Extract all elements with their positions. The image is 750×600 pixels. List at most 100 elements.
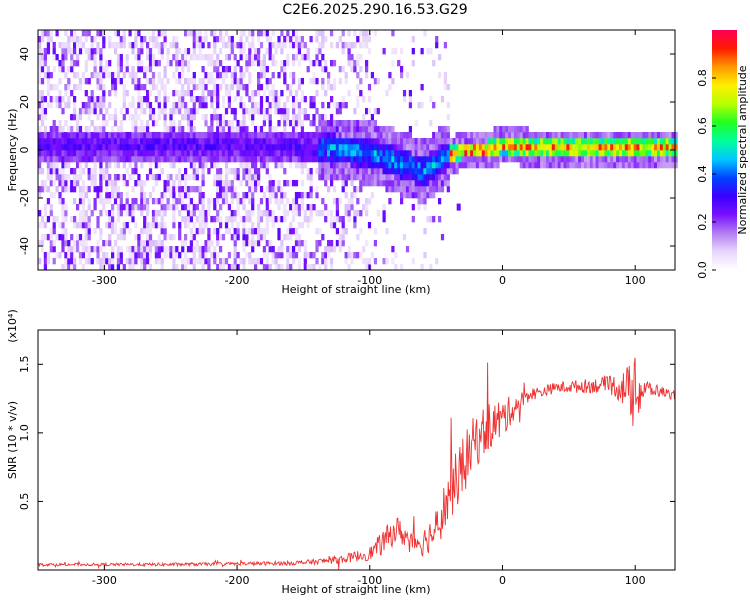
spectrogram-cell xyxy=(402,90,407,97)
spectrogram-cell xyxy=(300,120,305,127)
spectrogram-cell xyxy=(365,168,369,175)
spectrogram-cell xyxy=(169,252,173,259)
spectrogram-cell xyxy=(78,174,83,181)
spectrogram-cell xyxy=(300,54,305,61)
spectrogram-cell xyxy=(81,204,86,211)
spectrogram-cell xyxy=(598,162,602,169)
spectrogram-cell xyxy=(96,216,100,223)
spectrogram-cell xyxy=(315,150,319,157)
spectrogram-cell xyxy=(172,90,176,97)
spectrogram-cell xyxy=(341,228,345,235)
spectrogram-cell xyxy=(242,264,246,271)
spectrogram-cell xyxy=(417,186,421,193)
spectrogram-cell xyxy=(169,60,173,67)
spectrogram-cell xyxy=(429,156,433,163)
spectrogram-cell xyxy=(76,204,80,211)
spectrogram-cell xyxy=(137,84,141,91)
spectrogram-cell xyxy=(116,30,121,37)
spectrogram-cell xyxy=(257,132,261,139)
spectrogram-cell xyxy=(259,150,264,157)
spectrogram-cell xyxy=(286,138,290,145)
spectrogram-cell xyxy=(315,156,319,163)
spectrogram-cell xyxy=(324,150,328,157)
spectrogram-cell xyxy=(128,258,132,265)
spectrogram-cell xyxy=(359,144,363,151)
spectrogram-cell xyxy=(105,240,109,247)
spectrogram-cell xyxy=(534,162,538,169)
spectrogram-cell xyxy=(391,138,395,145)
spectrogram-cell xyxy=(257,234,261,241)
spectrogram-cell xyxy=(73,198,77,205)
spectrogram-cell xyxy=(294,54,299,61)
spectrogram-cell xyxy=(362,30,366,37)
spectrogram-cell xyxy=(96,84,100,91)
spectrogram-cell xyxy=(254,228,258,235)
spectrogram-cell xyxy=(219,168,223,175)
spectrogram-cell xyxy=(589,138,594,145)
spectrogram-cell xyxy=(137,30,141,37)
spectrogram-cell xyxy=(324,252,328,259)
spectrogram-cell xyxy=(402,156,407,163)
spectrogram-cell xyxy=(294,240,299,247)
spectrogram-cell xyxy=(81,186,86,193)
spectrogram-cell xyxy=(131,48,135,55)
spectrogram-cell xyxy=(230,198,234,205)
spectrogram-cell xyxy=(70,258,74,265)
spectrogram-cell xyxy=(324,174,328,181)
spectrogram-cell xyxy=(297,222,302,229)
spectrogram-cell xyxy=(236,198,240,205)
spectrogram-cell xyxy=(292,156,296,163)
spectrogram-cell xyxy=(184,180,188,187)
spectrogram-cell xyxy=(49,210,53,217)
spectrogram-cell xyxy=(143,144,147,151)
spectrogram-cell xyxy=(624,138,629,145)
spectrogram-cell xyxy=(385,180,389,187)
spectrogram-cell xyxy=(140,186,144,193)
spectrogram-cell xyxy=(146,66,150,73)
spectrogram-cell xyxy=(154,150,159,157)
spectrogram-cell xyxy=(659,138,664,145)
spectrogram-cell xyxy=(216,192,220,199)
spectrogram-cell xyxy=(58,102,62,109)
spectrogram-cell xyxy=(84,192,88,199)
spectrogram-cell xyxy=(131,120,135,127)
spectrogram-cell xyxy=(236,138,240,145)
spectrogram-cell xyxy=(344,132,348,139)
spectrogram-cell xyxy=(122,36,126,43)
spectrogram-cell xyxy=(207,210,211,217)
spectrogram-cell xyxy=(213,228,217,235)
spectrogram-cell xyxy=(259,96,264,103)
spectrogram-cell xyxy=(446,144,450,151)
spectrogram-cell xyxy=(516,150,521,157)
spectrogram-cell xyxy=(46,78,51,85)
spectrogram-cell xyxy=(76,240,80,247)
spectrogram-cell xyxy=(254,156,258,163)
spectrogram-cell xyxy=(108,72,112,79)
spectrogram-cell xyxy=(408,162,413,169)
spectrogram-cell xyxy=(192,96,196,103)
spectrogram-cell xyxy=(367,126,372,133)
spectrogram-cell xyxy=(321,198,325,205)
spectrogram-cell xyxy=(143,132,147,139)
spectrogram-cell xyxy=(157,150,161,157)
spectrogram-cell xyxy=(78,42,83,49)
spectrogram-y-axis-label: Frequency (Hz) xyxy=(6,109,19,192)
spectrogram-cell xyxy=(365,240,369,247)
spectrogram-cell xyxy=(581,144,585,151)
spectrogram-cell xyxy=(665,156,669,163)
spectrogram-cell xyxy=(204,132,208,139)
spectrogram-cell xyxy=(105,132,109,139)
spectrogram-cell xyxy=(90,168,94,175)
spectrogram-cell xyxy=(271,186,275,193)
spectrogram-cell xyxy=(84,156,88,163)
spectrogram-cell xyxy=(321,84,325,91)
spectrogram-cell xyxy=(300,180,305,187)
spectrogram-cell xyxy=(365,204,369,211)
spectrogram-cell xyxy=(143,180,147,187)
spectrogram-cell xyxy=(131,210,135,217)
spectrogram-cell xyxy=(248,72,252,79)
spectrogram-cell xyxy=(350,180,354,187)
spectrogram-cell xyxy=(64,144,68,151)
spectrogram-cell xyxy=(324,246,328,253)
spectrogram-cell xyxy=(239,258,243,265)
